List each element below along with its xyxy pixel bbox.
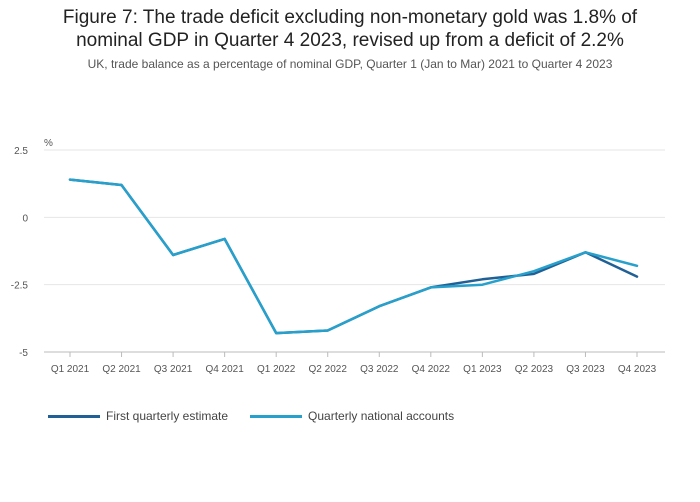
x-tick-label: Q1 2022: [257, 364, 296, 375]
legend-item-first-estimate[interactable]: First quarterly estimate: [48, 409, 228, 423]
chart-title-line-1: Figure 7: The trade deficit excluding no…: [62, 7, 638, 28]
x-tick-label: Q4 2023: [618, 364, 657, 375]
chart-subtitle: UK, trade balance as a percentage of nom…: [87, 57, 613, 71]
legend-item-national-accounts[interactable]: Quarterly national accounts: [250, 409, 454, 423]
x-tick-label: Q3 2021: [154, 364, 193, 375]
legend: First quarterly estimate Quarterly natio…: [48, 409, 454, 423]
x-tick-label: Q4 2021: [205, 364, 244, 375]
y-tick-label: -2.5: [11, 281, 29, 292]
legend-swatch-first-estimate: [48, 414, 100, 418]
legend-label-first-estimate: First quarterly estimate: [106, 409, 229, 423]
x-tick-label: Q2 2023: [515, 364, 554, 375]
y-tick-label: 0: [22, 213, 28, 224]
x-tick-label: Q1 2021: [51, 364, 90, 375]
series-line-national-accounts: [68, 178, 639, 335]
x-tick-label: Q4 2022: [412, 364, 451, 375]
legend-swatch-national-accounts: [250, 414, 303, 418]
chart-title-line-2: nominal GDP in Quarter 4 2023, revised u…: [76, 30, 624, 51]
x-tick-label: Q3 2023: [566, 364, 605, 375]
y-tick-label: -5: [19, 348, 28, 359]
series-line-first-estimate: [68, 178, 639, 335]
x-tick-label: Q2 2021: [102, 364, 141, 375]
x-tick-label: Q2 2022: [309, 364, 348, 375]
chart-title: Figure 7: The trade deficit excluding no…: [0, 6, 700, 52]
y-tick-label: 2.5: [14, 146, 28, 157]
legend-label-national-accounts: Quarterly national accounts: [308, 409, 455, 423]
line-chart: 2.5 0 -2.5 -5% Q1 2021 Q2 2021 Q3 2021 Q4 2021 Q…: [11, 138, 665, 375]
x-tick-label: Q1 2023: [463, 364, 502, 375]
y-axis-unit-label: %: [44, 138, 53, 149]
x-tick-label: Q3 2022: [360, 364, 399, 375]
